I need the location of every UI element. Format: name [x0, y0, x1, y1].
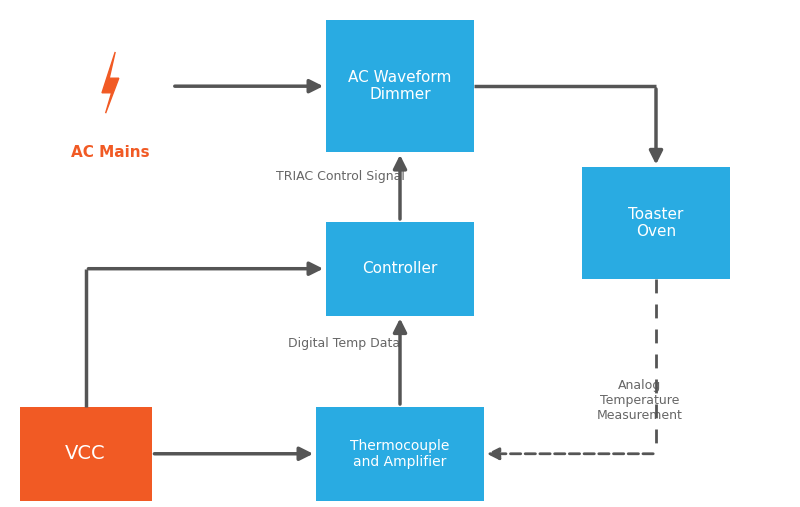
FancyBboxPatch shape — [582, 167, 730, 279]
FancyBboxPatch shape — [316, 407, 484, 501]
Text: TRIAC Control Signal: TRIAC Control Signal — [275, 169, 405, 183]
Text: Analog
Temperature
Measurement: Analog Temperature Measurement — [597, 379, 683, 422]
Text: Thermocouple
and Amplifier: Thermocouple and Amplifier — [350, 439, 450, 469]
Text: AC Waveform
Dimmer: AC Waveform Dimmer — [348, 70, 452, 102]
FancyBboxPatch shape — [326, 222, 474, 315]
Text: Controller: Controller — [362, 261, 438, 276]
Text: Toaster
Oven: Toaster Oven — [628, 207, 684, 239]
FancyBboxPatch shape — [19, 407, 152, 501]
Polygon shape — [102, 52, 119, 113]
FancyBboxPatch shape — [326, 20, 474, 152]
Text: VCC: VCC — [66, 444, 106, 463]
Text: AC Mains: AC Mains — [71, 144, 150, 160]
Text: Digital Temp Data: Digital Temp Data — [288, 337, 400, 350]
